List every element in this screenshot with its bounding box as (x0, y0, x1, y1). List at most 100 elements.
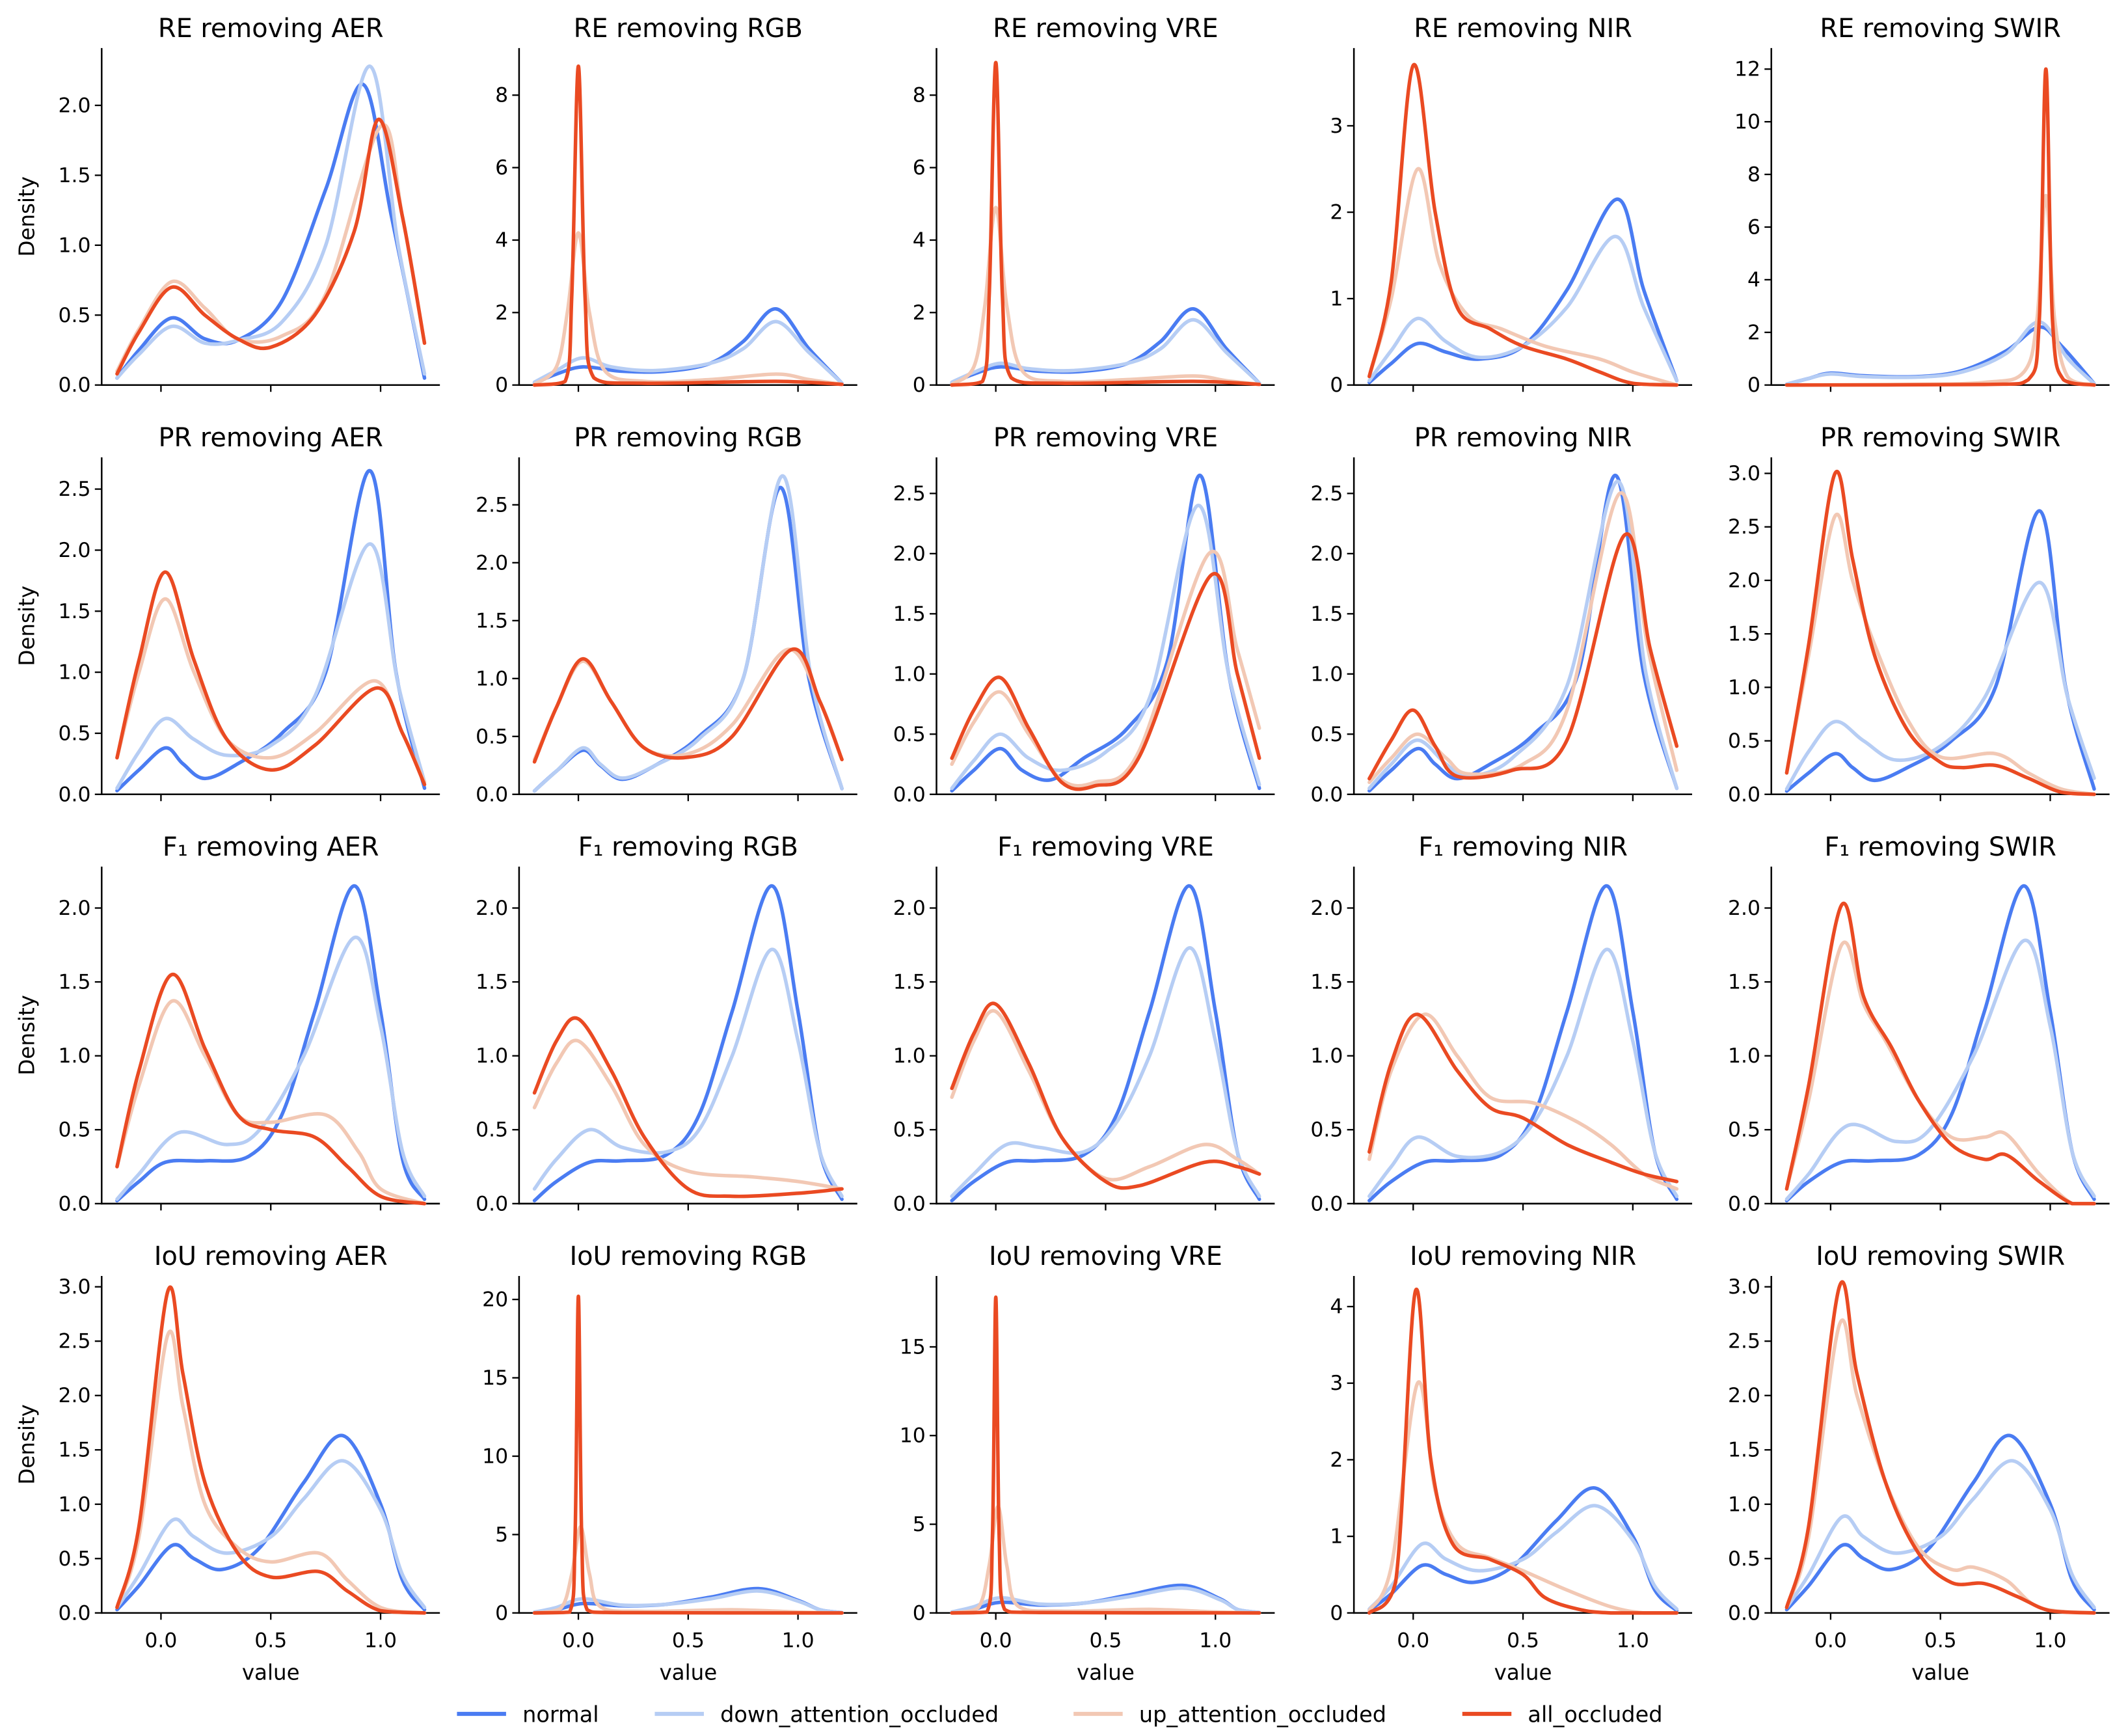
kde-line-down-attention-occluded (532, 947, 844, 1199)
subplot-10: PR removing SWIR 0.0 0.5 1.0 1.5 2.0 2.5 3.0 (1728, 423, 2110, 806)
subplot-title: RE removing SWIR (1820, 14, 2061, 44)
subplot-title: RE removing AER (158, 14, 384, 44)
kde-line-up-attention-occluded (1785, 1318, 2096, 1615)
subplot-20: IoU removing SWIR 0.0 0.5 1.0 1.5 2.0 2.5 3.0 0.… (1728, 1241, 2110, 1685)
x-tick-label: 1.0 (1617, 1629, 1649, 1652)
y-tick-label: 1.5 (58, 600, 90, 623)
y-axis-label: Density (14, 995, 39, 1076)
kde-line-down-attention-occluded (1367, 1504, 1679, 1611)
subplot-6: PR removing AER 0.0 0.5 1.0 1.5 2.0 2.5 Density (14, 423, 440, 806)
y-tick-label: 8 (495, 84, 508, 107)
y-tick-label: 2.5 (58, 1330, 90, 1353)
subplot-title: PR removing VRE (993, 423, 1218, 453)
y-tick-label: 1.0 (1728, 1044, 1760, 1068)
y-tick-label: 3.0 (1728, 1275, 1760, 1299)
x-axis-label: value (242, 1661, 300, 1685)
y-tick-label: 2.5 (1728, 1330, 1760, 1353)
y-tick-label: 0.5 (1728, 1119, 1760, 1142)
y-tick-label: 6 (495, 156, 508, 180)
y-tick-label: 10 (1734, 111, 1760, 134)
subplot-title: F₁ removing RGB (578, 832, 798, 862)
kde-line-all-occluded (950, 1001, 1261, 1190)
kde-line-all-occluded (1367, 62, 1679, 387)
x-tick-label: 1.0 (364, 1629, 397, 1652)
y-tick-label: 0.0 (1310, 1192, 1343, 1215)
kde-line-up-attention-occluded (1367, 167, 1679, 387)
kde-line-all-occluded (532, 647, 844, 764)
kde-line-all-occluded (115, 973, 427, 1206)
kde-line-down-attention-occluded (1785, 580, 2096, 791)
y-tick-label: 0.0 (58, 373, 90, 397)
legend-item-normal: normal (457, 1702, 599, 1728)
subplot-title: IoU removing VRE (989, 1241, 1222, 1271)
kde-line-normal (115, 1433, 427, 1612)
kde-line-up-attention-occluded (950, 1504, 1261, 1615)
y-tick-label: 1.5 (58, 971, 90, 994)
kde-line-all-occluded (1785, 1280, 2096, 1615)
y-tick-label: 1.5 (58, 1439, 90, 1462)
kde-line-all-occluded (1367, 1287, 1679, 1615)
kde-line-down-attention-occluded (1367, 480, 1679, 791)
kde-line-down-attention-occluded (1785, 938, 2096, 1201)
y-tick-label: 1.5 (893, 603, 926, 626)
kde-line-normal (115, 82, 427, 380)
kde-line-all-occluded (1785, 470, 2096, 796)
y-tick-label: 0 (913, 1601, 926, 1625)
legend-item-up-attention-occluded: up_attention_occluded (1073, 1702, 1386, 1728)
kde-line-normal (115, 884, 427, 1202)
subplot-1: RE removing AER 0.0 0.5 1.0 1.5 2.0 Density (14, 14, 440, 397)
y-tick-label: 1.5 (476, 971, 508, 994)
kde-line-down-attention-occluded (532, 474, 844, 793)
y-tick-label: 0 (495, 1601, 508, 1625)
kde-line-up-attention-occluded (1785, 512, 2096, 796)
subplot-9: PR removing NIR 0.0 0.5 1.0 1.5 2.0 2.5 (1310, 423, 1693, 806)
y-tick-label: 1.5 (1310, 603, 1343, 626)
subplot-4: RE removing NIR 0 1 2 3 (1330, 14, 1693, 397)
kde-line-up-attention-occluded (115, 999, 427, 1206)
y-tick-label: 0.0 (476, 783, 508, 806)
kde-line-normal (532, 307, 844, 385)
y-tick-label: 0.0 (893, 1192, 926, 1215)
kde-line-up-attention-occluded (115, 1329, 427, 1615)
subplot-title: PR removing AER (158, 423, 383, 453)
y-tick-label: 0.0 (1728, 1192, 1760, 1215)
x-tick-label: 0.0 (1397, 1629, 1429, 1652)
legend-label: up_attention_occluded (1139, 1702, 1386, 1728)
subplot-title: RE removing RGB (574, 14, 803, 44)
y-tick-label: 2.5 (1728, 515, 1760, 539)
y-tick-label: 2.0 (893, 897, 926, 920)
kde-line-up-attention-occluded (532, 647, 844, 762)
kde-line-down-attention-occluded (950, 1586, 1261, 1614)
subplot-3: RE removing VRE 0 2 4 6 8 (913, 14, 1275, 397)
y-tick-label: 1.5 (476, 609, 508, 632)
y-tick-label: 2 (1330, 1448, 1343, 1472)
y-tick-label: 2 (495, 301, 508, 325)
y-tick-label: 1.5 (58, 164, 90, 187)
kde-line-all-occluded (1367, 1012, 1679, 1184)
subplot-2: RE removing RGB 0 2 4 6 8 (495, 14, 857, 397)
kde-line-normal (950, 307, 1261, 385)
y-tick-label: 1.0 (58, 234, 90, 257)
kde-line-down-attention-occluded (115, 1459, 427, 1610)
y-tick-label: 6 (913, 156, 926, 180)
y-tick-label: 1.5 (1728, 623, 1760, 646)
x-tick-label: 0.0 (144, 1629, 177, 1652)
kde-line-all-occluded (950, 571, 1261, 791)
subplot-title: F₁ removing VRE (997, 832, 1214, 862)
y-tick-label: 1.0 (476, 1044, 508, 1068)
legend-item-down-attention-occluded: down_attention_occluded (654, 1702, 999, 1728)
subplot-12: F₁ removing RGB 0.0 0.5 1.0 1.5 2.0 (476, 832, 857, 1215)
subplot-17: IoU removing RGB 0 5 10 15 20 0.0 0.5 1.0 value (482, 1241, 857, 1685)
kde-line-all-occluded (1785, 67, 2096, 387)
subplot-title: IoU removing RGB (569, 1241, 807, 1271)
kde-line-all-occluded (1367, 532, 1679, 781)
y-tick-label: 0.5 (476, 1119, 508, 1142)
kde-line-up-attention-occluded (532, 231, 844, 387)
y-tick-label: 5 (495, 1523, 508, 1547)
subplot-title: F₁ removing AER (163, 832, 379, 862)
y-tick-label: 2.0 (476, 897, 508, 920)
y-tick-label: 1.0 (1310, 1044, 1343, 1068)
y-tick-label: 0.0 (58, 1192, 90, 1215)
y-tick-label: 0.5 (893, 1119, 926, 1142)
y-tick-label: 15 (482, 1366, 508, 1390)
